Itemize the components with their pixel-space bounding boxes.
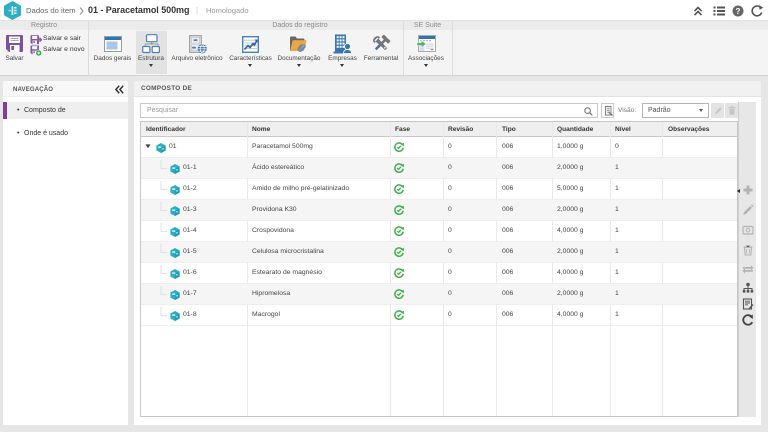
svg-text:?: ? xyxy=(736,7,741,16)
